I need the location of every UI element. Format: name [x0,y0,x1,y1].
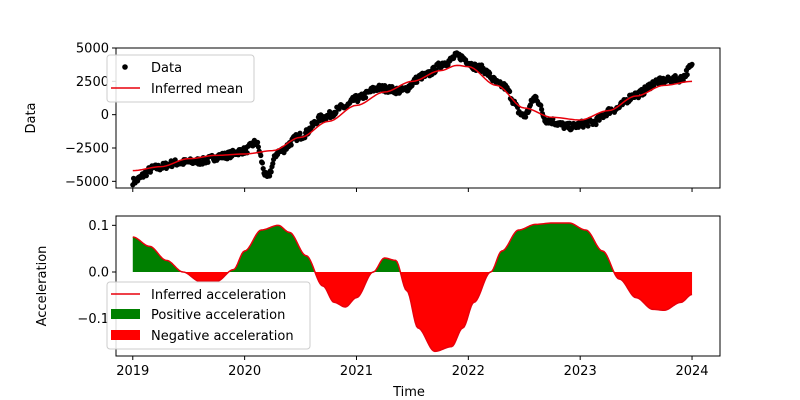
data-point [205,159,211,165]
data-point [270,160,276,167]
data-point [593,121,599,128]
bottom-x-tick-label: 2021 [340,364,373,379]
top-y-tick-label: −2500 [65,142,109,157]
data-point [363,94,369,101]
data-point [266,173,273,179]
bottom-x-tick-label: 2020 [228,364,261,379]
bottom-x-tick-label: 2024 [675,364,708,379]
inferred-mean-line [132,64,693,172]
data-point [382,82,388,89]
legend-positive-swatch [111,309,140,319]
data-point [255,144,261,150]
bottom-legend: Inferred acceleration Positive accelerat… [106,281,311,350]
bottom-x-axis-label: Time [392,385,425,400]
data-point [259,160,265,166]
data-point [297,130,303,136]
top-y-axis-label: Data [24,102,39,133]
data-point [539,106,545,113]
positive-acceleration-area [132,223,693,272]
data-point [333,109,339,116]
positive-fill [132,223,693,272]
data-point [268,169,274,175]
top-panel: −5000 −2500 0 2500 5000 Data Data Inferred m… [24,42,721,192]
top-plot-frame [115,47,721,189]
data-point [288,142,294,148]
top-legend: Data Inferred mean [106,54,255,103]
bottom-x-tick-label: 2022 [452,364,485,379]
bottom-panel: −0.1 0.0 0.1 2019 2020 2021 2022 2023 2024 Acce… [35,215,721,400]
bottom-y-tick-label: 0.1 [88,219,109,234]
legend-negative-swatch [111,330,140,340]
data-point [258,152,264,159]
bottom-x-tick-label: 2019 [116,364,149,379]
top-legend-frame [106,54,255,103]
bottom-y-axis-label: Acceleration [35,246,50,327]
top-data-points [130,50,695,188]
data-point [487,70,493,76]
data-point [254,139,261,145]
top-y-tick-label: 2500 [76,75,109,90]
data-point [523,114,529,120]
top-x-ticks [132,188,693,192]
legend-data-label: Data [151,61,182,76]
legend-data-marker [122,64,128,70]
bottom-y-tick-label: −0.1 [77,312,109,327]
data-point [538,102,544,109]
inferred-acceleration-line [132,222,693,353]
top-y-ticks: −5000 −2500 0 2500 5000 [65,42,116,190]
bottom-x-tick-label: 2023 [564,364,597,379]
data-point [507,88,513,95]
data-point [143,173,149,179]
data-point [260,165,266,172]
legend-acceleration-label: Inferred acceleration [151,288,286,303]
data-point [684,72,690,78]
data-point [689,61,695,67]
legend-negative-label: Negative acceleration [151,329,294,344]
bottom-y-tick-label: 0.0 [88,266,109,281]
top-y-tick-label: 5000 [76,42,109,57]
data-point [585,123,591,129]
negative-acceleration-area [132,272,693,352]
bottom-legend-frame [106,281,311,350]
top-y-tick-label: −5000 [65,175,109,190]
legend-mean-label: Inferred mean [151,82,243,97]
top-y-tick-label: 0 [101,108,109,123]
bottom-x-ticks: 2019 2020 2021 2022 2023 2024 [116,356,709,379]
legend-positive-label: Positive acceleration [151,308,285,323]
negative-fill [132,272,693,352]
